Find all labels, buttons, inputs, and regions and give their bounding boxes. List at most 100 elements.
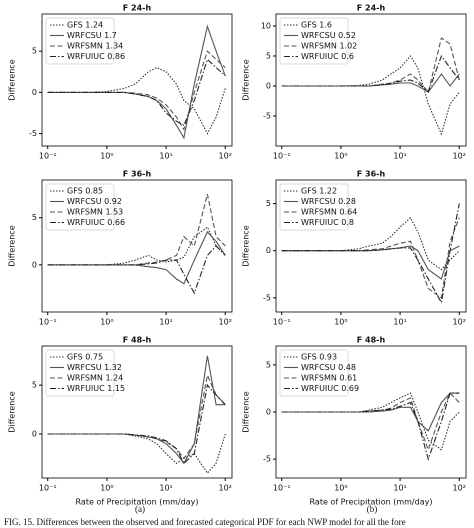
y-tick-label: 0 — [32, 430, 37, 439]
y-axis-label: Difference — [242, 391, 251, 432]
legend-label: WRFUIUC 1.15 — [67, 384, 125, 393]
panel-title: F 36-h — [357, 170, 386, 179]
panel-title: F 36-h — [123, 170, 152, 179]
y-tick-label: 5 — [32, 213, 37, 222]
legend-label: WRFSMN 1.53 — [67, 208, 123, 217]
legend-label: WRFUIUC 0.86 — [67, 52, 125, 61]
legend-label: WRFCSU 1.32 — [67, 363, 122, 372]
y-tick-label: -5 — [263, 112, 271, 121]
x-tick-label: 10² — [219, 318, 232, 327]
legend-label: GFS 1.22 — [301, 187, 337, 196]
panel-title: F 24-h — [123, 4, 152, 13]
series-line — [281, 54, 460, 93]
y-tick-label: 5 — [32, 381, 37, 390]
figure-caption: FIG. 15. Differences between the observe… — [4, 517, 406, 527]
panel-title: F 48-h — [357, 336, 386, 345]
series-line — [47, 383, 226, 465]
legend-label: WRFSMN 1.34 — [67, 42, 123, 51]
plot-frame — [275, 179, 467, 313]
y-tick-label: 5 — [32, 47, 37, 56]
legend-label: WRFUIUC 0.66 — [67, 218, 125, 227]
legend-label: GFS 1.24 — [67, 21, 103, 30]
x-tick-label: 10¹ — [159, 152, 172, 161]
legend-box — [45, 349, 115, 397]
series-line — [47, 245, 226, 295]
series-line — [281, 203, 460, 305]
plot-frame — [275, 13, 467, 147]
legend-label: WRFCSU 1.7 — [67, 31, 117, 40]
legend-label: WRFSMN 0.64 — [301, 208, 357, 217]
x-tick-label: 10⁰ — [100, 484, 113, 493]
legend-label: WRFUIUC 0.8 — [301, 218, 354, 227]
legend-label: WRFCSU 0.52 — [301, 31, 356, 40]
legend-label: WRFUIUC 0.69 — [301, 384, 359, 393]
y-tick-label: 10 — [261, 22, 271, 31]
legend-label: GFS 0.93 — [301, 353, 337, 362]
series-line — [281, 392, 460, 451]
legend-label: WRFUIUC 0.6 — [301, 52, 354, 61]
x-tick-label: 10⁻¹ — [39, 152, 57, 161]
legend-box — [45, 183, 115, 231]
legend-label: GFS 0.75 — [67, 353, 103, 362]
series-line — [281, 392, 460, 461]
legend-label: WRFCSU 0.28 — [301, 197, 356, 206]
x-tick-label: 10² — [453, 484, 466, 493]
y-tick-label: 0 — [266, 408, 271, 417]
x-tick-label: 10² — [453, 152, 466, 161]
x-tick-label: 10¹ — [159, 318, 172, 327]
y-tick-label: 0 — [266, 246, 271, 255]
plot-frame — [275, 345, 467, 479]
x-tick-label: 10⁰ — [334, 484, 347, 493]
series-line — [47, 230, 226, 285]
x-tick-label: 10¹ — [159, 484, 172, 493]
legend-box — [279, 349, 349, 397]
legend-label: GFS 1.6 — [301, 21, 332, 30]
x-tick-label: 10⁻¹ — [273, 484, 291, 493]
x-axis-label: Rate of Precipitation (mm/day) — [76, 498, 199, 507]
x-tick-label: 10⁰ — [100, 318, 113, 327]
y-tick-label: 0 — [266, 82, 271, 91]
y-axis-label: Difference — [242, 225, 251, 266]
x-tick-label: 10⁻¹ — [273, 152, 291, 161]
legend-label: WRFSMN 1.24 — [67, 374, 123, 383]
legend-label: WRFSMN 0.61 — [301, 374, 357, 383]
series-line — [47, 66, 226, 135]
x-tick-label: 10² — [219, 152, 232, 161]
y-axis-label: Difference — [242, 59, 251, 100]
y-tick-label: 0 — [32, 260, 37, 269]
y-tick-label: 0 — [32, 88, 37, 97]
y-axis-label: Difference — [8, 391, 17, 432]
x-tick-label: 10² — [453, 318, 466, 327]
x-axis-label: Rate of Precipitation (mm/day) — [310, 498, 433, 507]
legend-label: WRFSMN 1.02 — [301, 42, 357, 51]
x-tick-label: 10⁰ — [334, 318, 347, 327]
x-tick-label: 10⁻¹ — [39, 318, 57, 327]
y-axis-label: Difference — [8, 59, 17, 100]
x-tick-label: 10⁻¹ — [273, 318, 291, 327]
x-tick-label: 10⁰ — [100, 152, 113, 161]
x-tick-label: 10⁻¹ — [39, 484, 57, 493]
panel-label: (b) — [367, 504, 378, 514]
x-tick-label: 10² — [219, 484, 232, 493]
legend-label: WRFCSU 0.48 — [301, 363, 356, 372]
y-tick-label: -5 — [263, 455, 271, 464]
y-tick-label: 5 — [266, 199, 271, 208]
x-tick-label: 10¹ — [393, 318, 406, 327]
y-tick-label: 5 — [266, 52, 271, 61]
y-tick-label: 5 — [266, 360, 271, 369]
panel-title: F 24-h — [357, 4, 386, 13]
x-tick-label: 10¹ — [393, 152, 406, 161]
x-tick-label: 10⁰ — [334, 152, 347, 161]
plot-frame — [41, 179, 233, 313]
series-line — [47, 58, 226, 127]
series-line — [47, 226, 226, 266]
legend-box — [45, 17, 115, 65]
legend-label: WRFCSU 0.92 — [67, 197, 122, 206]
panel-label: (a) — [135, 504, 145, 514]
legend-label: GFS 0.85 — [67, 187, 103, 196]
plot-frame — [41, 345, 233, 479]
y-axis-label: Difference — [8, 225, 17, 266]
panel-title: F 48-h — [123, 336, 152, 345]
legend-box — [279, 17, 349, 65]
